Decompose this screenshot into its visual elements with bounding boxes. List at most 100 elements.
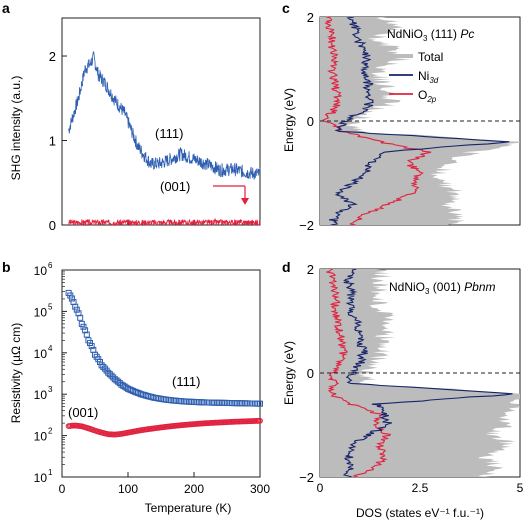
series-111-point: [232, 400, 239, 407]
series-111-point: [98, 362, 105, 369]
series-111-point: [228, 400, 235, 407]
panel-b-ytick-label: 10: [34, 347, 48, 361]
series-111-point: [253, 400, 260, 407]
panel-c-ylabel: Energy (eV): [282, 88, 296, 152]
panel-b-ytick-exponent: 6: [48, 261, 53, 270]
panel-b-ytick-exponent: 1: [48, 468, 53, 477]
series-111-shg-line: [68, 51, 261, 180]
series-111-point: [97, 359, 103, 365]
panel-d-title: NdNiO3 (001) Pbnm: [389, 280, 496, 296]
legend-total-label: Total: [418, 50, 443, 64]
series-111-point: [197, 399, 204, 406]
series-111-point: [108, 372, 115, 379]
series-111-point: [219, 399, 226, 406]
series-111-point: [204, 399, 211, 406]
panel-b-ytick-exponent: 5: [48, 302, 53, 311]
panel-b-xtick-label: 300: [250, 482, 270, 496]
series-111-point: [106, 371, 113, 378]
series-111-point: [224, 399, 230, 406]
panel-c-o2p-line: [322, 16, 432, 226]
series-111-point: [248, 400, 255, 407]
panel-b-ytick-label: 10: [34, 305, 48, 319]
series-111-point: [247, 400, 254, 407]
series-111-point: [252, 400, 258, 407]
panel-b-ytick-exponent: 4: [48, 344, 53, 353]
label-001-a: (001): [160, 179, 190, 194]
panel-b-xtick-label: 0: [59, 482, 66, 496]
series-111-point: [257, 400, 263, 407]
series-111-point: [237, 400, 244, 407]
series-111-point: [83, 331, 90, 338]
panel-d-ytick-label: 0: [307, 366, 314, 381]
panel-a-frame: [61, 17, 261, 226]
series-111-point: [205, 399, 212, 406]
series-001-point: [257, 417, 263, 424]
series-111-point: [192, 399, 199, 405]
panel-c-ytick-label: 2: [307, 10, 314, 25]
panel-d-xtick-label: 2.5: [412, 481, 429, 495]
series-111-point: [207, 399, 214, 406]
series-111-point: [220, 399, 227, 406]
panel-c-dos-111: Energy (eV) 2 0 −2 NdNiO3 (111) Pc Total N…: [282, 10, 521, 233]
panel-a-ylabel: SHG intensity (a.u.): [9, 76, 23, 181]
panel-a-shg: SHG intensity (a.u.) 0 1 2 (111) (001): [9, 17, 261, 233]
series-111-point: [199, 399, 206, 406]
series-111-point: [195, 399, 202, 406]
panel-b-ytick-label: 10: [34, 264, 48, 278]
panel-d-ylabel: Energy (eV): [282, 341, 296, 405]
series-111-point: [212, 399, 219, 406]
panel-c-ytick-label: 0: [307, 114, 314, 129]
series-111-point: [222, 399, 229, 406]
series-111-point: [215, 399, 222, 406]
panel-b-xtick-label: 100: [118, 482, 138, 496]
panel-b-xtick-label: 200: [184, 482, 204, 496]
panel-b-ytick-exponent: 2: [48, 427, 53, 436]
legend-c: Total Ni3d O2p: [389, 50, 443, 104]
series-111-point: [217, 399, 224, 406]
series-111-point: [210, 399, 217, 406]
series-111-point: [182, 398, 189, 405]
series-111-point: [88, 343, 95, 350]
series-111-point: [227, 400, 234, 406]
series-111-point: [209, 399, 216, 406]
series-111-point: [187, 398, 194, 405]
label-001-b: (001): [68, 405, 98, 420]
panel-letter-d: d: [282, 259, 291, 275]
panel-b-ylabel: Resistivity (µΩ cm): [9, 323, 23, 424]
panel-a-ytick-label: 1: [49, 134, 56, 149]
panel-c-total-fill: [320, 17, 520, 225]
panel-d-ytick-label: −2: [299, 470, 314, 485]
series-111-point: [235, 400, 242, 407]
label-111-a: (111): [155, 126, 183, 141]
series-111-point: [245, 400, 252, 407]
panel-b-ytick-exponent: 3: [48, 385, 53, 394]
panel-d-xtick-label: 0: [317, 481, 324, 495]
arrow-001-head: [241, 198, 249, 205]
panel-a-ytick-label: 2: [49, 49, 56, 64]
series-111-point: [82, 327, 89, 334]
series-111-point: [194, 399, 201, 406]
series-111-point: [73, 306, 80, 313]
panel-letter-c: c: [282, 0, 290, 16]
panel-d-xlabel: DOS (states eV⁻¹ f.u.⁻¹): [356, 506, 484, 520]
panel-letter-a: a: [2, 0, 10, 16]
series-111-point: [238, 400, 245, 407]
panel-d-xtick-label: 5: [517, 481, 524, 495]
series-111-point: [186, 398, 193, 405]
series-111-point: [202, 399, 209, 406]
series-111-point: [100, 363, 107, 370]
panel-d-total-fill: [320, 269, 520, 477]
series-111-point: [243, 400, 250, 407]
series-111-point: [80, 323, 87, 330]
panel-b-resistivity: Resistivity (µΩ cm) Temperature (K) 10 11…: [9, 261, 270, 515]
panel-c-title: NdNiO3 (111) Pc: [387, 27, 474, 43]
series-111-point: [240, 400, 247, 407]
series-111-point: [233, 400, 240, 407]
panel-c-ytick-label: −2: [299, 218, 314, 233]
series-111-point: [200, 399, 207, 406]
label-111-b: (111): [172, 374, 200, 389]
legend-o-label: O2p: [418, 88, 437, 104]
series-111-point: [225, 400, 232, 406]
series-111-point: [250, 400, 257, 407]
